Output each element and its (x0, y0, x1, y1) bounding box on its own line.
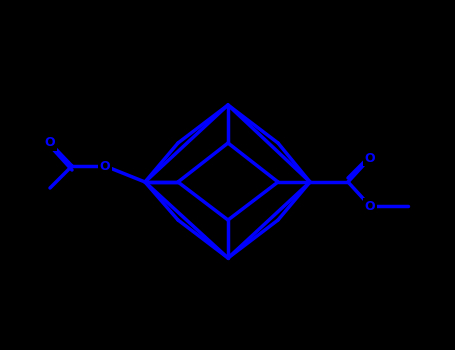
Text: O: O (45, 136, 56, 149)
Text: O: O (365, 199, 375, 212)
Text: O: O (100, 160, 110, 173)
Text: O: O (365, 152, 375, 164)
